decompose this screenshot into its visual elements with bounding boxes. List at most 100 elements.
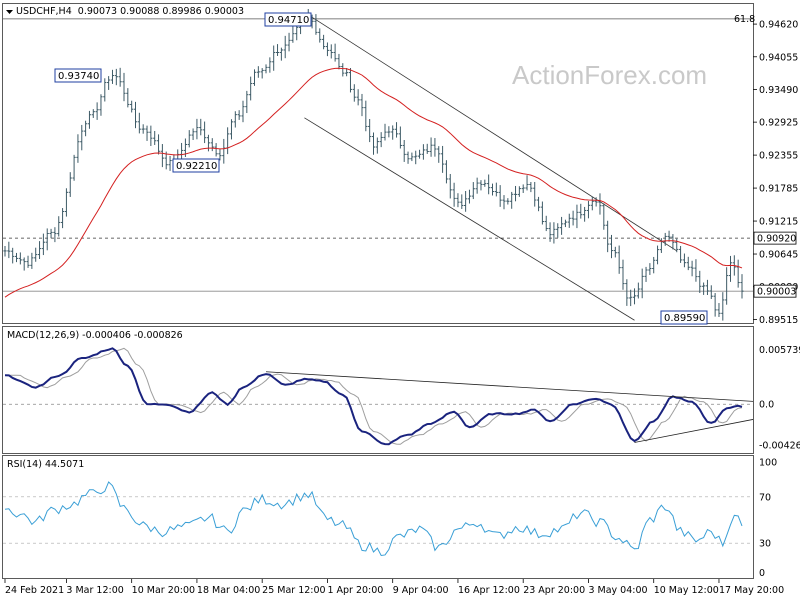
x-tick-label: 3 Mar 12:00: [66, 585, 123, 596]
ohlc-bar: [579, 203, 583, 219]
current-price-tag-text: 0.90003: [757, 287, 796, 298]
price-annotation: 0.93740: [54, 68, 102, 83]
ohlc-bar: [80, 124, 84, 151]
ohlc-bar: [540, 201, 544, 225]
ohlc-bar: [260, 68, 264, 79]
x-tick-label: 25 Mar 12:00: [262, 585, 325, 596]
ohlc-bar: [613, 246, 617, 258]
rsi-tick-label: 30: [759, 539, 771, 550]
ohlc-bar: [325, 42, 330, 57]
annotation-label: 0.92210: [176, 161, 217, 172]
ohlc-bar: [18, 252, 22, 265]
ohlc-bar: [678, 245, 683, 263]
macd-title: MACD(12,26,9) -0.000406 -0.000826: [7, 330, 183, 341]
rsi-series-line: [4, 481, 743, 556]
x-tick-label: 3 May 04:00: [588, 585, 647, 596]
macd-lines: [4, 347, 754, 446]
ohlc-bar: [644, 266, 648, 282]
ohlc-bar: [53, 227, 57, 243]
ohlc-bar: [402, 140, 406, 162]
ohlc-bar: [249, 76, 253, 101]
ohlc-bar: [57, 216, 61, 237]
ohlc-bar: [99, 94, 103, 116]
ohlc-bar: [417, 149, 422, 159]
ohlc-bar: [725, 267, 729, 305]
macd-panel-frame: [2, 326, 754, 454]
ohlc-bar: [141, 124, 145, 134]
ohlc-bar: [379, 132, 383, 148]
ohlc-bar: [559, 216, 564, 235]
ohlc-bar: [440, 145, 445, 173]
x-tick-label: 10 May 12:00: [654, 585, 719, 596]
channel-upper-line: [308, 14, 677, 252]
ohlc-bar: [575, 204, 579, 229]
ohlc-bar: [130, 100, 134, 113]
ohlc-bar: [41, 233, 45, 256]
macd-main-line: [4, 347, 743, 446]
ohlc-bar: [329, 44, 333, 59]
ohlc-bar: [548, 222, 552, 242]
macd-trendline-lower: [634, 419, 754, 443]
ohlc-bar: [222, 138, 226, 164]
x-tick-label: 16 Apr 12:00: [458, 585, 520, 596]
ohlc-bar: [272, 45, 276, 71]
ohlc-bar: [37, 241, 42, 260]
ohlc-bar: [490, 183, 495, 196]
ohlc-bar: [529, 182, 533, 193]
ohlc-bar: [60, 208, 65, 229]
symbol-header: USDCHF,H4 0.90073 0.90088 0.89986 0.9000…: [6, 6, 244, 17]
y-axis-labels: 0.94620 0.94055 0.93490 0.92925 0.92355 0.917…: [753, 20, 800, 579]
ohlc-bar: [11, 247, 15, 264]
ohlc-bar: [517, 186, 521, 197]
x-tick-label: 24 Feb 2021: [5, 585, 64, 596]
ohlc-bar: [398, 126, 402, 149]
ohlc-bar: [203, 121, 207, 144]
ohlc-bar: [164, 151, 168, 170]
ohlc-bar: [602, 203, 606, 230]
ohlc-bar: [640, 268, 644, 299]
price-annotation: 0.94710: [264, 12, 312, 27]
price-annotation: 0.89590: [660, 310, 708, 325]
ohlc-bar: [487, 174, 491, 195]
ohlc-bar: [629, 289, 633, 307]
ohlc-bar: [356, 89, 360, 106]
ohlc-bar: [34, 247, 38, 262]
ohlc-bar: [68, 172, 72, 197]
ohlc-bar: [279, 47, 283, 61]
ohlc-bar: [632, 288, 637, 305]
ohlc-bar: [30, 252, 34, 269]
ohlc-bar: [425, 143, 429, 154]
ohlc-bar: [333, 43, 337, 62]
ohlc-bar: [241, 100, 245, 123]
ohlc-bar: [483, 179, 487, 187]
ohlc-bar: [87, 110, 92, 129]
annotation-box: [660, 310, 708, 325]
ohlc-bar: [536, 196, 541, 212]
annotation-box: [264, 12, 312, 27]
ohlc-bar: [609, 234, 614, 259]
ohlc-bar: [341, 63, 345, 77]
ohlc-bar: [153, 130, 157, 145]
ohlc-bar: [510, 191, 514, 209]
ohlc-bar: [498, 185, 502, 207]
ohlc-bar: [544, 215, 548, 232]
ohlc-bar: [3, 246, 7, 257]
ohlc-bar: [556, 223, 560, 238]
annotation-box: [172, 158, 220, 173]
ohlc-bar: [467, 189, 472, 204]
ohlc-bar: [237, 110, 241, 120]
ohlc-bar: [394, 122, 399, 138]
ohlc-bar: [717, 303, 721, 317]
ohlc-bar: [337, 53, 341, 70]
annotation-label: 0.94710: [268, 15, 309, 26]
ohlc-bar: [233, 111, 237, 128]
ohlc-bar: [360, 93, 364, 117]
x-tick-label: 18 Mar 04:00: [197, 585, 260, 596]
ohlc-bar: [698, 270, 702, 293]
ohlc-bar: [156, 134, 161, 155]
ohlc-bar: [252, 69, 257, 86]
ohlc-bar: [314, 14, 318, 35]
ohlc-bar: [187, 130, 191, 148]
ohlc-bar: [667, 230, 671, 242]
